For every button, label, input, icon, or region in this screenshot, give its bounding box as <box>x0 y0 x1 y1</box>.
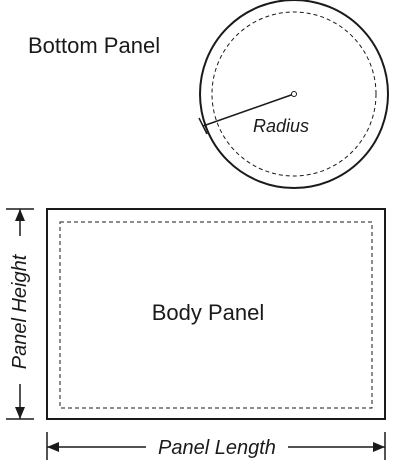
height-arrow-down-icon <box>15 407 25 419</box>
body-panel: Body Panel <box>46 208 386 420</box>
body-panel-outline <box>46 208 386 420</box>
panel-length-dimension: Panel Length <box>46 432 386 460</box>
radius-label: Radius <box>253 116 309 136</box>
center-point <box>291 91 297 97</box>
height-arrow-up-icon <box>15 209 25 221</box>
body-panel-title: Body Panel <box>152 300 265 325</box>
panel-height-dimension: Panel Height <box>6 208 34 420</box>
bottom-panel-outline <box>199 0 389 189</box>
radius-end-tick <box>198 117 208 135</box>
body-panel-seam-line <box>59 221 373 409</box>
panel-height-label: Panel Height <box>9 253 31 369</box>
radius-line <box>202 93 295 127</box>
length-arrow-left-icon <box>47 442 59 452</box>
length-arrow-right-icon <box>373 442 385 452</box>
bottom-panel-seam-line <box>211 11 377 177</box>
bottom-panel: Radius <box>198 0 389 189</box>
panel-length-label: Panel Length <box>158 437 276 459</box>
bottom-panel-title: Bottom Panel <box>28 33 160 58</box>
